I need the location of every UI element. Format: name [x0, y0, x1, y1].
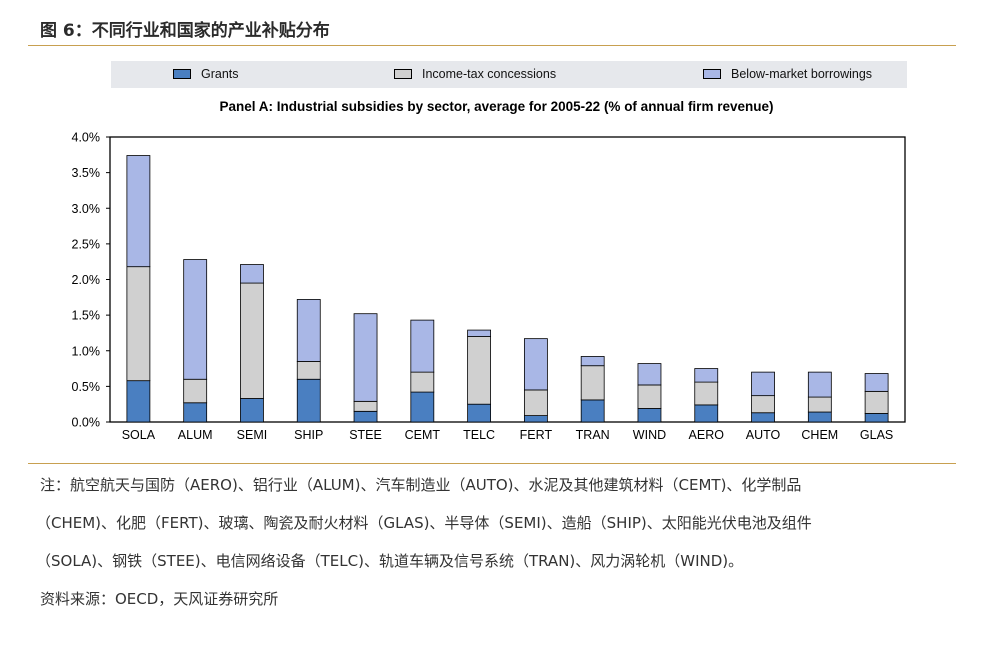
legend-item-income-tax: Income-tax concessions — [394, 67, 556, 81]
bar-chem-income-tax — [807, 396, 832, 413]
bar-wind-grants — [637, 408, 662, 423]
x-tick-label: CEMT — [405, 428, 441, 442]
bar-stee-income-tax — [353, 400, 378, 412]
note-line-1: 注：航空航天与国防（AERO)、铝行业（ALUM)、汽车制造业（AUTO)、水泥… — [40, 476, 802, 494]
bar-sola-grants — [126, 380, 151, 423]
x-tick-label: ALUM — [178, 428, 213, 442]
y-tick-label: 0.0% — [72, 416, 101, 430]
x-tick-label: CHEM — [801, 428, 838, 442]
bar-aero-grants — [694, 404, 719, 423]
bar-fert-grants — [523, 415, 548, 423]
x-tick-label: FERT — [520, 428, 553, 442]
bar-ship-borrowings — [296, 299, 321, 362]
x-tick-label: SOLA — [122, 428, 156, 442]
bar-sola-borrowings — [126, 155, 151, 268]
x-tick-label: TRAN — [576, 428, 610, 442]
bar-auto-income-tax — [751, 395, 775, 414]
x-tick-label: TELC — [463, 428, 495, 442]
note-line-2: （CHEM)、化肥（FERT)、玻璃、陶瓷及耐火材料（GLAS)、半导体（SEM… — [36, 514, 812, 532]
note-line-3: （SOLA)、钢铁（STEE)、电信网络设备（TELC)、轨道车辆及信号系统（T… — [36, 552, 744, 570]
bar-glas-borrowings — [864, 373, 889, 392]
legend-swatch-income-tax — [394, 69, 412, 79]
y-tick-label: 3.0% — [72, 202, 101, 216]
y-tick-label: 2.0% — [72, 273, 101, 287]
x-tick-label: SHIP — [294, 428, 323, 442]
bar-cemt-income-tax — [410, 371, 435, 393]
legend-label-grants: Grants — [201, 67, 239, 81]
bar-wind-income-tax — [637, 384, 662, 409]
bar-telc-grants — [467, 403, 492, 423]
bar-semi-grants — [240, 398, 264, 423]
bar-alum-borrowings — [183, 259, 208, 380]
bar-tran-grants — [580, 399, 605, 423]
stacked-bar-chart: 0.0% 0.5% 1.0% 1.5% 2.0% 2.5% 3.0% 3.5% 4.0% SOLA… — [72, 131, 906, 442]
x-tick-label: SEMI — [237, 428, 268, 442]
bar-aero-income-tax — [694, 381, 719, 406]
plot-frame — [109, 136, 906, 423]
bar-fert-income-tax — [523, 389, 548, 416]
x-tick-label: STEE — [349, 428, 382, 442]
legend-item-grants: Grants — [173, 67, 239, 81]
notes-divider — [28, 463, 956, 464]
title-divider — [28, 45, 956, 46]
figure-title: 图 6：不同行业和国家的产业补贴分布 — [40, 21, 330, 41]
legend-label-income-tax: Income-tax concessions — [422, 67, 557, 81]
y-tick-label: 0.5% — [72, 380, 101, 394]
bar-ship-income-tax — [296, 361, 321, 380]
x-tick-label: GLAS — [860, 428, 893, 442]
legend-swatch-borrowings — [703, 69, 721, 79]
y-tick-label: 4.0% — [72, 131, 101, 145]
bar-glas-grants — [864, 413, 889, 423]
y-tick-label: 3.5% — [72, 166, 101, 180]
bar-chem-borrowings — [807, 371, 832, 398]
y-tick-label: 1.5% — [72, 309, 101, 323]
bar-tran-borrowings — [580, 356, 605, 367]
chart-legend: Grants Income-tax concessions Below-mark… — [111, 61, 907, 88]
bar-auto-grants — [751, 412, 775, 423]
bar-telc-borrowings — [467, 329, 492, 337]
bar-fert-borrowings — [523, 338, 548, 391]
bar-aero-borrowings — [694, 368, 719, 383]
source-line: 资料来源：OECD，天风证券研究所 — [40, 590, 279, 608]
chart-title: Panel A: Industrial subsidies by sector,… — [219, 99, 774, 114]
bar-telc-income-tax — [467, 336, 492, 405]
bar-stee-grants — [353, 410, 378, 423]
bar-alum-grants — [183, 402, 208, 423]
bar-glas-income-tax — [864, 390, 889, 414]
bar-auto-borrowings — [751, 371, 775, 397]
bar-tran-income-tax — [580, 365, 605, 401]
bar-alum-income-tax — [183, 378, 208, 404]
bar-semi-borrowings — [240, 264, 264, 284]
bar-chem-grants — [807, 411, 832, 423]
bar-wind-borrowings — [637, 363, 662, 386]
x-tick-label: AUTO — [746, 428, 781, 442]
bar-ship-grants — [296, 378, 321, 423]
y-tick-label: 2.5% — [72, 237, 101, 251]
bar-cemt-borrowings — [410, 319, 435, 373]
y-tick-label: 1.0% — [72, 344, 101, 358]
legend-label-borrowings: Below-market borrowings — [731, 67, 873, 81]
x-tick-label: AERO — [689, 428, 725, 442]
x-tick-label: WIND — [633, 428, 666, 442]
legend-item-borrowings: Below-market borrowings — [703, 67, 872, 81]
legend-swatch-grants — [173, 69, 191, 79]
bar-stee-borrowings — [353, 313, 378, 402]
bar-semi-income-tax — [240, 282, 264, 399]
bar-cemt-grants — [410, 391, 435, 423]
bar-sola-income-tax — [126, 266, 151, 382]
